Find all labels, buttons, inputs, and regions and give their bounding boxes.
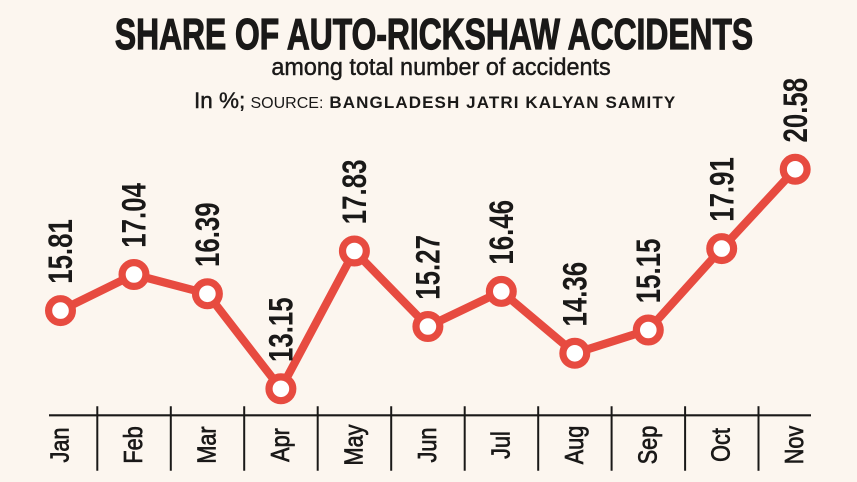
svg-text:17.04: 17.04 xyxy=(116,183,153,248)
svg-text:13.15: 13.15 xyxy=(263,297,300,362)
svg-text:among total number of accident: among total number of accidents xyxy=(271,55,610,81)
svg-text:Sep: Sep xyxy=(635,426,663,465)
svg-text:20.58: 20.58 xyxy=(778,78,815,143)
svg-text:Nov: Nov xyxy=(782,426,810,465)
svg-text:BANGLADESH JATRI KALYAN SAMITY: BANGLADESH JATRI KALYAN SAMITY xyxy=(329,93,676,112)
svg-text:Aug: Aug xyxy=(561,426,589,465)
svg-text:14.36: 14.36 xyxy=(557,262,594,327)
svg-text:SHARE OF AUTO-RICKSHAW ACCIDEN: SHARE OF AUTO-RICKSHAW ACCIDENTS xyxy=(115,11,753,59)
svg-text:In %;: In %; xyxy=(194,88,245,113)
svg-text:16.39: 16.39 xyxy=(190,202,227,267)
svg-text:Feb: Feb xyxy=(120,426,148,463)
svg-text:Oct: Oct xyxy=(708,428,736,462)
svg-text:16.46: 16.46 xyxy=(484,200,521,265)
svg-text:Jan: Jan xyxy=(47,428,75,463)
svg-text:Jul: Jul xyxy=(488,431,516,459)
svg-text:17.83: 17.83 xyxy=(337,160,374,225)
svg-text:May: May xyxy=(341,424,369,465)
svg-text:SOURCE:: SOURCE: xyxy=(251,95,324,112)
svg-text:15.81: 15.81 xyxy=(43,219,80,284)
svg-text:15.15: 15.15 xyxy=(631,239,668,304)
svg-text:Jun: Jun xyxy=(414,428,442,463)
svg-text:15.27: 15.27 xyxy=(410,235,447,300)
svg-text:17.91: 17.91 xyxy=(704,157,741,222)
svg-text:Mar: Mar xyxy=(194,426,222,463)
svg-text:Apr: Apr xyxy=(267,428,295,462)
